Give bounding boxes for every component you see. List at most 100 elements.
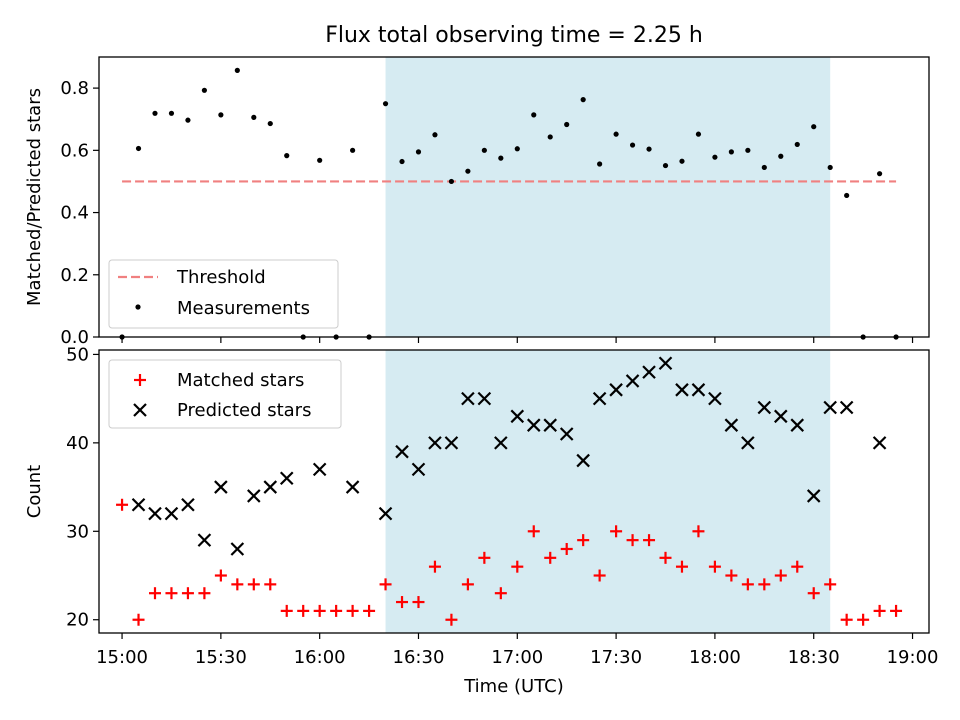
matched-star-point [824, 578, 837, 591]
x-tick-label: 18:30 [788, 647, 840, 668]
matched-star-point [692, 525, 705, 538]
y-tick-label: 0.0 [60, 327, 89, 348]
matched-star-point [445, 613, 458, 626]
predicted-star-point [181, 497, 195, 512]
cross-stroke [592, 391, 607, 406]
legend-measurement-swatch [135, 304, 141, 310]
measurement-point [251, 114, 257, 120]
predicted-star-point [444, 436, 459, 450]
measurement-point [827, 164, 833, 171]
matched-star-point [297, 604, 310, 617]
matched-star-point [511, 560, 524, 573]
shaded-interval [385, 350, 831, 633]
predicted-star-point [839, 400, 854, 415]
predicted-star-point [708, 391, 722, 406]
ratio-panel-frame [98, 56, 930, 338]
measurement-point [201, 87, 207, 93]
cross-stroke [790, 418, 805, 432]
cross-stroke [757, 400, 772, 415]
y-tick-label: 30 [66, 521, 89, 542]
matched-star-point [396, 596, 409, 609]
matched-star-point [379, 578, 392, 591]
cross-stroke [494, 436, 508, 450]
y-axis-ticks: 20 30 40 50 [66, 344, 99, 631]
legend: Matched stars Predicted stars [108, 359, 342, 429]
matched-star-point [758, 578, 771, 591]
shaded-interval [385, 57, 831, 337]
predicted-star-point [131, 497, 146, 512]
matched-star-point [741, 578, 754, 591]
measurement-point [399, 158, 405, 165]
cross-stroke [378, 506, 393, 521]
cross-stroke [675, 383, 689, 397]
predicted-star-point [477, 391, 492, 406]
predicted-star-point [576, 453, 590, 468]
matched-star-point [725, 569, 738, 582]
matched-star-point [890, 604, 903, 617]
cross-stroke [395, 444, 409, 459]
matched-star-point [791, 560, 804, 573]
cross-stroke [741, 436, 755, 450]
matched-star-point [428, 560, 441, 573]
x-axis-ticks [121, 337, 914, 343]
matched-star-point [626, 534, 639, 547]
cross-stroke [708, 391, 722, 406]
legend: Threshold Measurements [108, 259, 339, 329]
cross-stroke [872, 436, 887, 450]
measurement-point [629, 142, 636, 148]
y-tick-label: 20 [66, 610, 89, 631]
ratio-panel: 0.00.20.40.60.8 Matched/Predicted stars … [24, 56, 930, 348]
cross-stroke [526, 418, 541, 432]
measurement-point [695, 131, 702, 137]
predicted-star-point [164, 506, 179, 521]
cross-stroke [247, 489, 261, 503]
matched-star-point [610, 525, 623, 538]
cross-stroke [774, 409, 788, 424]
measurement-point [234, 67, 240, 73]
predicted-star-point [790, 418, 805, 432]
cross-stroke [477, 391, 492, 406]
matched-star-point [363, 604, 376, 617]
x-tick-label: 16:00 [294, 647, 346, 668]
chart-title: Flux total observing time = 2.25 h [325, 23, 703, 48]
measurement-point [498, 155, 504, 161]
matched-star-point [165, 587, 178, 600]
x-axis-label: Time (UTC) [463, 676, 564, 697]
predicted-star-point [559, 427, 574, 441]
legend-matched-swatch [134, 374, 146, 386]
matched-star-point [264, 578, 277, 591]
measurement-point [317, 157, 323, 163]
predicted-star-point [494, 436, 508, 450]
legend-entry-threshold: Threshold [176, 267, 266, 288]
y-tick-label: 50 [66, 344, 89, 365]
y-axis-label: Count [24, 465, 45, 518]
y-tick-label: 0.8 [60, 78, 89, 99]
measurement-point [218, 112, 224, 118]
measurement-point [531, 112, 537, 118]
x-tick-label: 15:00 [96, 647, 148, 668]
y-axis-label: Matched/Predicted stars [24, 88, 45, 306]
cross-stroke [279, 471, 294, 486]
measurement-point [168, 110, 175, 116]
cross-stroke [609, 383, 623, 397]
matched-star-point [593, 569, 606, 582]
matched-star-point [198, 587, 211, 600]
predicted-star-point [411, 462, 426, 477]
measurement-point [597, 161, 603, 167]
legend-predicted-swatch [133, 403, 147, 417]
measurement-point [267, 120, 273, 127]
predicted-star-point [872, 436, 887, 450]
measurement-point [564, 121, 570, 128]
cross-stroke [691, 383, 706, 397]
predicted-star-point [724, 418, 739, 432]
predicted-star-point [312, 462, 327, 477]
cross-stroke [164, 506, 179, 521]
measurement-point [811, 124, 817, 130]
predicted-star-point [675, 383, 689, 397]
x-tick-label: 17:00 [491, 647, 543, 668]
predicted-star-point [461, 391, 475, 406]
matched-star-point [857, 613, 870, 626]
legend-cross-marker [133, 403, 147, 417]
matched-star-point [560, 542, 573, 555]
matched-star-point [412, 596, 425, 609]
